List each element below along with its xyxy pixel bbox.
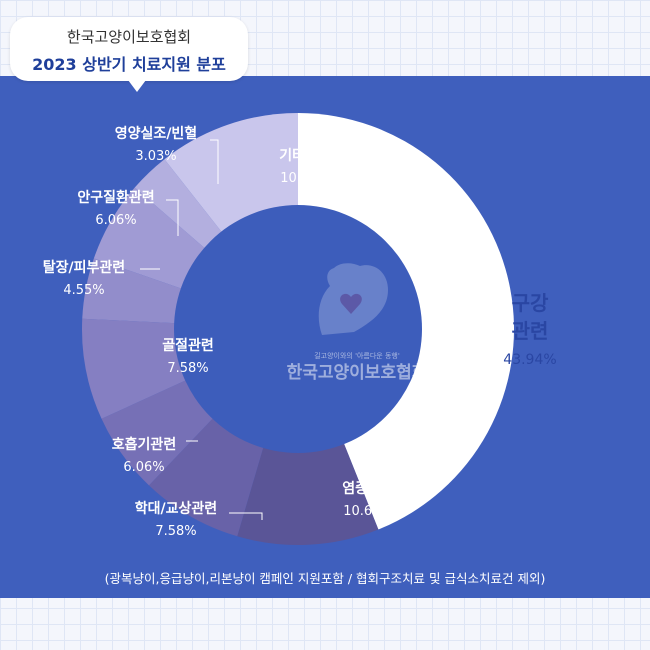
- slice-label: 안구질환관련: [77, 189, 154, 206]
- slice-value: 6.06%: [123, 460, 164, 475]
- slice-label: 학대/교상관련: [135, 500, 217, 517]
- slice-label: 탈장/피부관련: [43, 259, 125, 276]
- slice-value: 7.58%: [167, 361, 208, 376]
- slice-label: 영양실조/빈혈: [115, 125, 197, 142]
- slice-value: 10.61%: [280, 171, 330, 186]
- slice-label-line-1: 구강: [512, 291, 549, 315]
- chart-title: 2023 상반기 치료지원 분포: [32, 55, 226, 74]
- slice-label: 골절관련: [162, 337, 214, 354]
- slice-value: 43.94%: [503, 352, 556, 368]
- slice-label-line-2: 관련: [512, 319, 549, 343]
- title-bubble: 한국고양이보호협회 2023 상반기 치료지원 분포: [10, 17, 248, 92]
- leader-line: [210, 139, 219, 184]
- slice-value: 7.58%: [155, 524, 196, 539]
- slice-value: 6.06%: [95, 213, 136, 228]
- slice-label: 호흡기관련: [112, 436, 176, 453]
- cat-logo-watermark: [318, 263, 388, 335]
- slice-value: 4.55%: [63, 283, 104, 298]
- watermark-slogan: 길고양이와의 '아름다운 동행': [314, 351, 400, 360]
- watermark-name: 한국고양이보호협회: [287, 362, 428, 383]
- organization-name: 한국고양이보호협회: [66, 28, 192, 46]
- cat-silhouette-icon: [318, 263, 388, 335]
- slice-label: 기타질환: [279, 147, 331, 164]
- donut-hole: [174, 205, 422, 453]
- leader-line: [229, 512, 263, 520]
- leader-line: [166, 199, 179, 236]
- slice-value: 3.03%: [135, 149, 176, 164]
- slice-label: 염증관련: [342, 480, 394, 497]
- leader-lines: [140, 139, 263, 520]
- heart-icon: [340, 293, 362, 314]
- slice-value: 10.61%: [343, 504, 393, 519]
- footnote: (광복냥이,응급냥이,리본냥이 캠페인 지원포함 / 협회구조치료 및 급식소치…: [104, 571, 546, 586]
